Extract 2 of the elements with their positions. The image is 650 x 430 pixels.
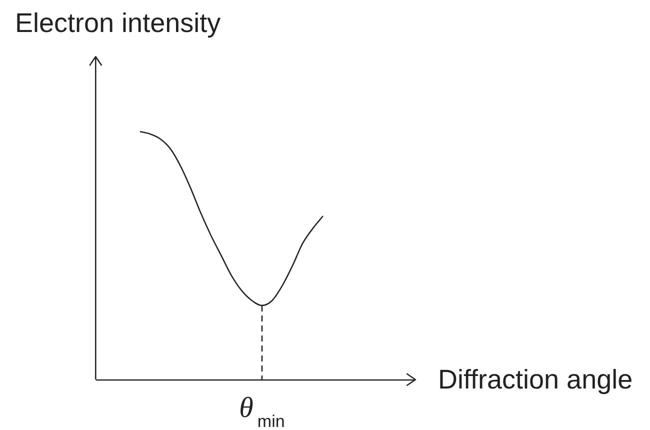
- y-axis-title: Electron intensity: [15, 8, 222, 38]
- x-axis-title: Diffraction angle: [438, 364, 633, 394]
